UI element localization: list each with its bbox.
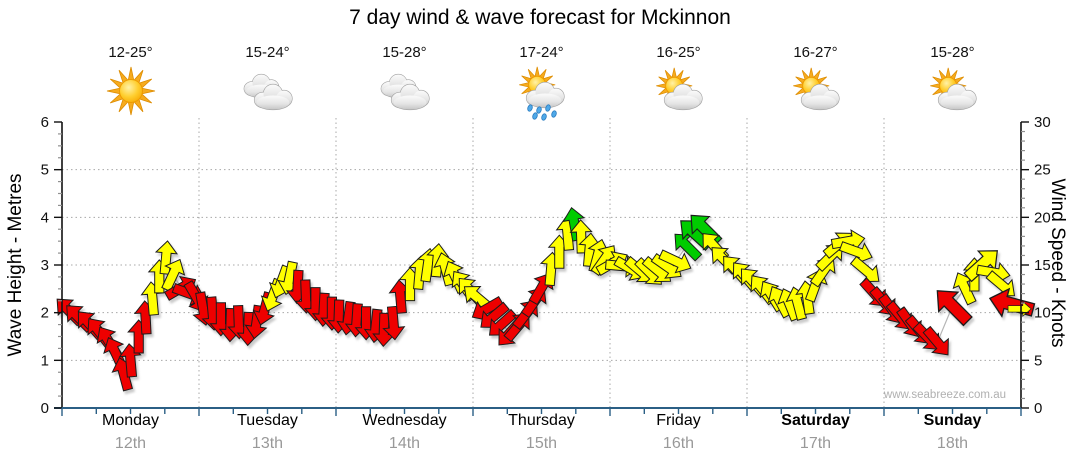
day-labels-row: Monday 12th Tuesday 13th Wednesday 14th Thu… xyxy=(62,412,1021,453)
day-column: 15-28° xyxy=(884,44,1021,121)
sunny-icon xyxy=(106,66,155,116)
day-temps: 15-24° xyxy=(245,44,290,61)
wind-axis-tick-label: 25 xyxy=(1034,162,1051,179)
cloudy-icon xyxy=(243,73,293,111)
sun-showers-icon xyxy=(518,66,565,121)
day-label-column: Thursday 15th xyxy=(473,412,610,453)
wave-axis-tick-label: 0 xyxy=(41,400,49,417)
partly-cloudy-icon xyxy=(792,67,840,111)
day-name: Wednesday xyxy=(362,412,447,429)
wind-arrow xyxy=(382,305,406,341)
wave-axis-tick-label: 1 xyxy=(41,352,49,369)
day-name: Saturday xyxy=(781,412,850,429)
wind-arrow xyxy=(154,240,179,275)
wind-axis-tick-label: 30 xyxy=(1034,114,1051,131)
partly-cloudy-icon xyxy=(655,67,703,111)
wind-speed-axis-title: Wind Speed - Knots xyxy=(1047,178,1068,348)
day-label-column: Sunday 18th xyxy=(884,412,1021,453)
wind-arrow xyxy=(569,219,593,254)
day-temps: 12-25° xyxy=(108,44,153,61)
day-date: 13th xyxy=(251,435,284,452)
day-name: Friday xyxy=(656,412,701,429)
wave-axis-tick-label: 2 xyxy=(41,305,49,322)
watermark: www.seabreeze.com.au xyxy=(883,389,1006,401)
day-temps: 15-28° xyxy=(382,44,427,61)
day-temps-and-icons-row: 12-25° 15-24° 15-28° xyxy=(62,44,1021,121)
day-label-column: Tuesday 13th xyxy=(199,412,336,453)
day-temps: 15-28° xyxy=(930,44,975,61)
day-column: 15-24° xyxy=(199,44,336,121)
day-label-column: Monday 12th xyxy=(62,412,199,453)
day-date: 14th xyxy=(388,435,421,452)
partly-cloudy-icon xyxy=(929,67,977,111)
day-temps: 16-27° xyxy=(793,44,838,61)
day-column: 16-25° xyxy=(610,44,747,121)
wave-axis-tick-label: 4 xyxy=(41,209,49,226)
page-title: 7 day wind & wave forecast for Mckinnon xyxy=(349,6,731,29)
day-name: Thursday xyxy=(508,412,575,429)
wave-axis-tick-label: 5 xyxy=(41,162,49,179)
day-name: Sunday xyxy=(923,412,982,429)
wave-axis-tick-label: 6 xyxy=(41,114,49,131)
day-label-column: Friday 16th xyxy=(610,412,747,453)
wind-arrow xyxy=(433,252,456,287)
wave-height-axis-title: Wave Height - Metres xyxy=(5,173,26,357)
day-name: Monday xyxy=(102,412,159,429)
wave-axis-tick-label: 3 xyxy=(41,257,49,274)
day-temps: 17-24° xyxy=(519,44,564,61)
wind-axis-tick-label: 5 xyxy=(1034,352,1042,369)
wind-axis-tick-label: 20 xyxy=(1034,209,1051,226)
wind-arrow xyxy=(936,290,973,327)
wind-arrows xyxy=(56,207,1036,392)
wind-axis-tick-label: 10 xyxy=(1034,305,1051,322)
day-date: 12th xyxy=(114,435,147,452)
day-column: 16-27° xyxy=(747,44,884,121)
day-date: 17th xyxy=(799,435,832,452)
wind-arrow xyxy=(922,325,949,356)
day-column: 17-24° xyxy=(473,44,610,121)
day-label-column: Saturday 17th xyxy=(747,412,884,453)
day-column: 15-28° xyxy=(336,44,473,121)
day-name: Tuesday xyxy=(237,412,298,429)
wind-axis-tick-label: 15 xyxy=(1034,257,1051,274)
day-date: 18th xyxy=(936,435,969,452)
day-date: 16th xyxy=(662,435,695,452)
day-column: 12-25° xyxy=(62,44,199,121)
day-label-column: Wednesday 14th xyxy=(336,412,473,453)
cloudy-icon xyxy=(380,73,430,111)
day-temps: 16-25° xyxy=(656,44,701,61)
day-date: 15th xyxy=(525,435,558,452)
wind-axis-tick-label: 0 xyxy=(1034,400,1042,417)
wind-arrow xyxy=(161,258,186,293)
wind-arrow xyxy=(658,249,692,274)
